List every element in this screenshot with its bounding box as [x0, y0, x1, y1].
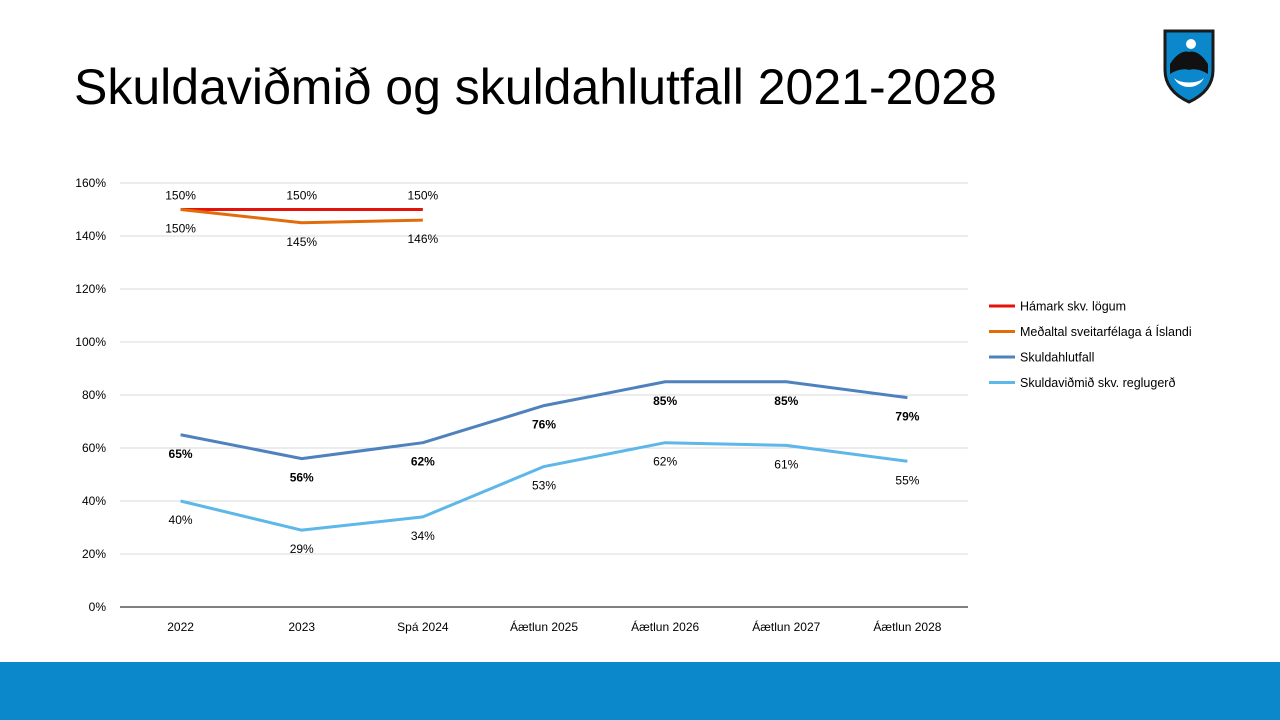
- data-label: 40%: [169, 513, 193, 527]
- x-tick-label: Áætlun 2028: [873, 619, 941, 634]
- y-tick-label: 140%: [75, 229, 106, 243]
- y-tick-label: 160%: [75, 176, 106, 190]
- data-label: 150%: [165, 222, 196, 236]
- x-tick-label: Áætlun 2026: [631, 619, 699, 634]
- legend-entry: Hámark skv. lögum: [1020, 300, 1126, 314]
- y-tick-label: 20%: [82, 547, 106, 561]
- slide-title: Skuldaviðmið og skuldahlutfall 2021-2028: [74, 59, 997, 115]
- series-line: [180, 441, 908, 532]
- data-label: 150%: [286, 189, 317, 203]
- footer-band: [0, 662, 1280, 720]
- y-tick-label: 40%: [82, 494, 106, 508]
- y-tick-label: 120%: [75, 282, 106, 296]
- x-tick-label: 2023: [288, 620, 315, 634]
- y-axis-ticks: 0% 20% 40% 60% 80% 100% 120% 140% 160%: [75, 176, 106, 614]
- data-label: 85%: [774, 394, 798, 408]
- data-label: 34%: [411, 529, 435, 543]
- legend: Hámark skv. lögum Meðaltal sveitarfélaga …: [989, 300, 1192, 390]
- data-label: 76%: [532, 418, 556, 432]
- data-label: 150%: [165, 189, 196, 203]
- y-tick-label: 80%: [82, 388, 106, 402]
- y-tick-label: 60%: [82, 441, 106, 455]
- data-label: 61%: [774, 457, 798, 471]
- legend-entry: Skuldaviðmið skv. reglugerð: [1020, 376, 1175, 390]
- y-tick-label: 0%: [89, 600, 107, 614]
- series-lines: [180, 208, 908, 532]
- data-labels: 150% 150% 150% 150% 145% 146% 65% 56% 62% 76% 85% 8…: [165, 189, 920, 557]
- data-label: 85%: [653, 394, 677, 408]
- series-line: [180, 208, 423, 225]
- x-axis-ticks: 2022 2023 Spá 2024 Áætlun 2025 Áætlun 2026 Áæ…: [167, 619, 942, 634]
- x-tick-label: 2022: [167, 620, 194, 634]
- legend-entry: Meðaltal sveitarfélaga á Íslandi: [1020, 324, 1192, 339]
- data-label: 56%: [290, 471, 314, 485]
- data-label: 29%: [290, 542, 314, 556]
- data-label: 55%: [895, 473, 919, 487]
- data-label: 145%: [286, 235, 317, 249]
- data-label: 79%: [895, 410, 919, 424]
- x-tick-label: Spá 2024: [397, 620, 449, 634]
- legend-entry: Skuldahlutfall: [1020, 351, 1094, 365]
- x-tick-label: Áætlun 2027: [752, 619, 820, 634]
- line-chart: 0% 20% 40% 60% 80% 100% 120% 140% 160% 2022 2023 S…: [75, 176, 1192, 634]
- data-label: 62%: [653, 455, 677, 469]
- gridlines: [120, 182, 968, 555]
- x-tick-label: Áætlun 2025: [510, 619, 578, 634]
- data-label: 53%: [532, 479, 556, 493]
- data-label: 146%: [408, 232, 439, 246]
- series-line: [180, 380, 908, 461]
- data-label: 62%: [411, 455, 435, 469]
- data-label: 65%: [169, 447, 193, 461]
- y-tick-label: 100%: [75, 335, 106, 349]
- data-label: 150%: [408, 189, 439, 203]
- coat-of-arms-icon: [1163, 29, 1215, 104]
